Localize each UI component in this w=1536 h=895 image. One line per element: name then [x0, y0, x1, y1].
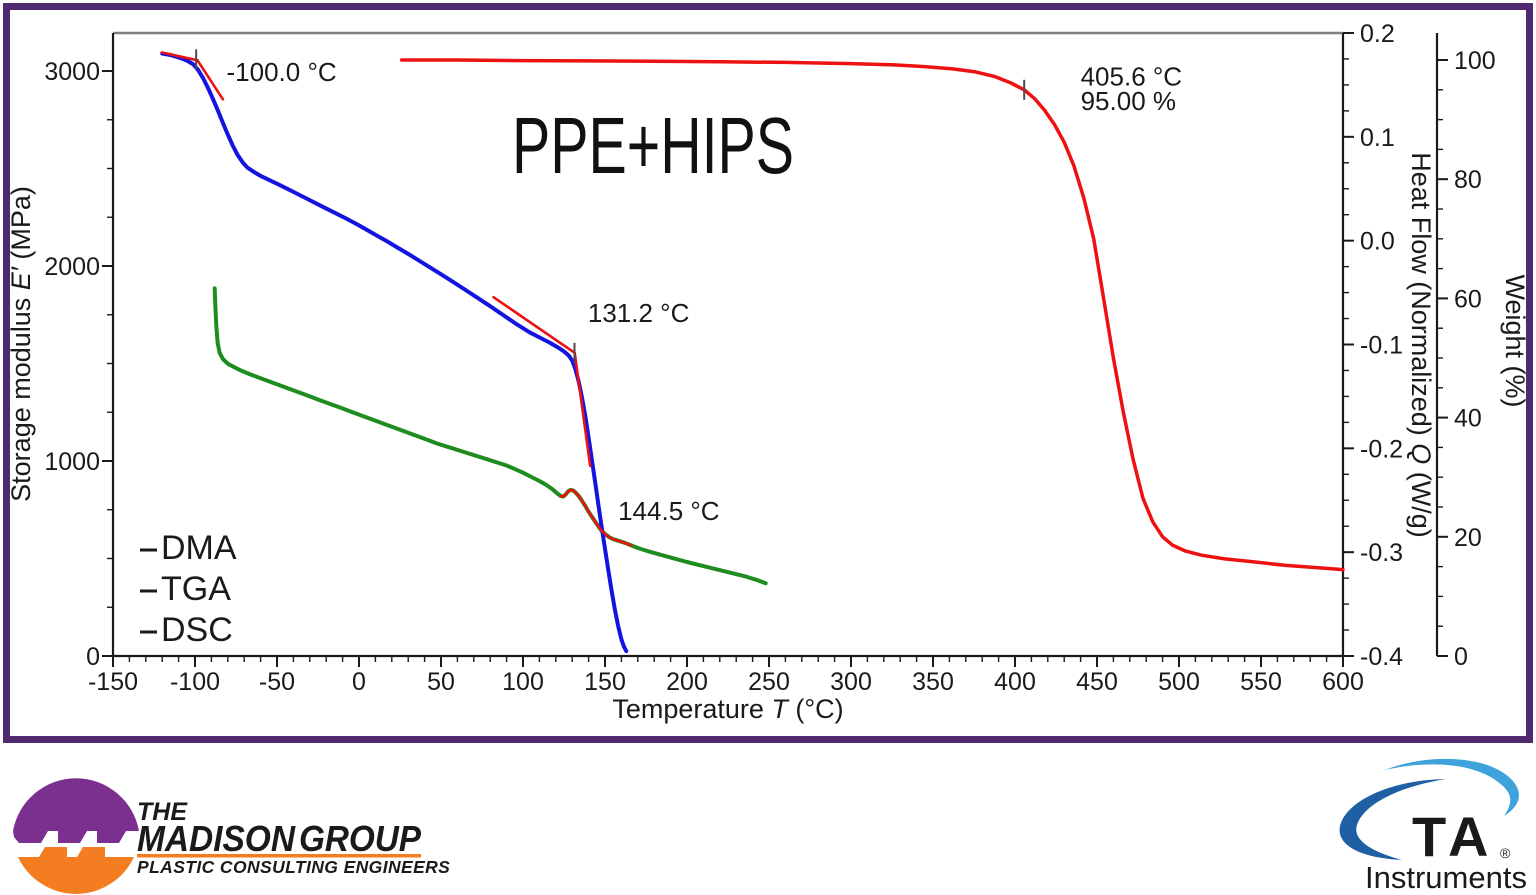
annotation-dma-glass-transition: 131.2 °C — [588, 298, 689, 328]
analysis-line-3 — [573, 351, 592, 468]
heat-flow-tick-label: 0.0 — [1360, 228, 1395, 256]
weight-tick-label: 20 — [1454, 524, 1482, 552]
y-axis-title-heat-flow: Heat Flow (Normalized) Q (W/g) — [1406, 152, 1436, 538]
x-tick-label: 350 — [912, 668, 954, 696]
ta-logo-name: Instruments — [1365, 860, 1527, 895]
madison-logo-madison: MADISON — [137, 818, 296, 859]
x-tick-label: 500 — [1158, 668, 1200, 696]
annotation-tga-weight: 95.00 % — [1081, 86, 1176, 116]
ta-logo-mark: TA — [1412, 805, 1495, 868]
x-tick-label: 150 — [584, 668, 626, 696]
x-tick-label: -150 — [88, 668, 138, 696]
madison-logo-tagline: PLASTIC CONSULTING ENGINEERS — [137, 857, 450, 877]
axes-layer: -150 -100 -50 0 50 100 150 200 250 300 350 400 450 50… — [44, 20, 1495, 696]
x-tick-label: 200 — [666, 668, 708, 696]
x-tick-label: 600 — [1322, 668, 1364, 696]
x-tick-label: -100 — [170, 668, 220, 696]
legend: DMA TGA DSC — [140, 529, 237, 649]
curve-tga — [399, 58, 1345, 572]
heat-flow-tick-label: 0.2 — [1360, 20, 1395, 48]
analysis-line-0 — [160, 51, 199, 62]
weight-tick-label: 40 — [1454, 405, 1482, 433]
ta-logo-swoosh-light — [1385, 758, 1519, 816]
legend-label-dsc: DSC — [161, 611, 233, 649]
analysis-layer — [160, 49, 1026, 547]
footer: THE MADISON GROUP PLASTIC CONSULTING ENG… — [13, 758, 1527, 895]
analysis-line-4 — [559, 488, 633, 547]
ta-instruments-logo: TA ® Instruments — [1339, 758, 1527, 895]
weight-tick-label: 100 — [1454, 47, 1496, 75]
curve-dma — [160, 51, 629, 654]
left-tick-label: 2000 — [44, 253, 100, 281]
ta-logo-registered-icon: ® — [1500, 845, 1511, 861]
heat-flow-tick-label: -0.4 — [1360, 643, 1403, 671]
x-tick-label: 450 — [1076, 668, 1118, 696]
weight-tick-label: 80 — [1454, 166, 1482, 194]
y-axis-title-weight: Weight (%) — [1500, 274, 1530, 407]
curve-dsc — [212, 286, 768, 586]
ta-logo-swoosh-dark — [1339, 779, 1446, 860]
chart-frame — [3, 3, 1533, 743]
madison-logo-smile — [18, 847, 134, 894]
y-axis-title-storage-modulus: Storage modulus E′ (MPa) — [6, 186, 36, 502]
analysis-line-2 — [492, 295, 576, 355]
x-tick-label: 550 — [1240, 668, 1282, 696]
left-tick-label: 0 — [86, 643, 100, 671]
heat-flow-tick-label: -0.3 — [1360, 539, 1403, 567]
x-tick-label: 400 — [994, 668, 1036, 696]
x-tick-label: 250 — [748, 668, 790, 696]
legend-label-dma: DMA — [161, 529, 237, 567]
left-tick-label: 1000 — [44, 448, 100, 476]
heat-flow-tick-label: -0.2 — [1360, 435, 1403, 463]
madison-logo-the: THE — [137, 798, 188, 826]
analysis-line-1 — [196, 59, 225, 101]
annotation-tga-temperature: 405.6 °C — [1081, 62, 1182, 92]
annotation-dma-onset: -100.0 °C — [227, 57, 337, 87]
x-axis-title: Temperature T (°C) — [612, 694, 843, 724]
chart-title: PPE+HIPS — [512, 101, 794, 190]
thermal-analysis-chart: -150 -100 -50 0 50 100 150 200 250 300 350 400 450 50… — [6, 20, 1530, 724]
madison-logo-underline — [137, 854, 421, 858]
madison-logo-dome — [13, 778, 139, 843]
madison-group-logo: THE MADISON GROUP PLASTIC CONSULTING ENG… — [13, 778, 450, 894]
weight-tick-label: 60 — [1454, 285, 1482, 313]
madison-logo-group: GROUP — [299, 818, 422, 859]
x-tick-label: 50 — [427, 668, 455, 696]
heat-flow-tick-label: 0.1 — [1360, 124, 1395, 152]
weight-tick-label: 0 — [1454, 643, 1468, 671]
legend-label-tga: TGA — [161, 570, 231, 608]
heat-flow-tick-label: -0.1 — [1360, 332, 1403, 360]
x-tick-label: 100 — [502, 668, 544, 696]
x-tick-label: 0 — [352, 668, 366, 696]
x-tick-label: -50 — [259, 668, 295, 696]
left-tick-label: 3000 — [44, 58, 100, 86]
x-tick-label: 300 — [830, 668, 872, 696]
annotation-dsc-glass-transition: 144.5 °C — [618, 496, 719, 526]
